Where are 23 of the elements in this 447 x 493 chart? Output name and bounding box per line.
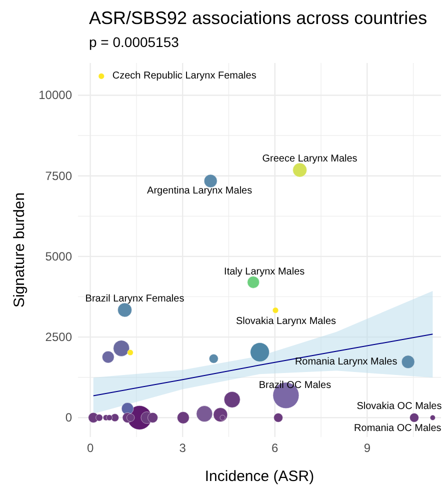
y-tick-label: 0 — [65, 410, 72, 425]
x-tick-label: 3 — [179, 441, 186, 455]
annotation: Romania Larynx Males — [294, 356, 398, 368]
x-tick-label: 0 — [86, 441, 94, 455]
annotation: Italy Larynx Males — [224, 266, 305, 278]
annotation: Slovakia Larynx Males — [236, 316, 336, 327]
y-tick-label: 10000 — [38, 88, 72, 102]
annotation: Brazil Larynx Females — [85, 293, 184, 304]
annotation: Czech Republic Larynx Females — [112, 70, 256, 82]
annotation: Slovakia OC Males — [356, 401, 442, 412]
annotation: Romania OC Males — [354, 423, 442, 434]
chart-title: ASR/SBS92 associations across countries — [89, 8, 428, 28]
y-tick-label: 2500 — [45, 330, 72, 344]
x-tick-label: 6 — [272, 441, 279, 455]
annotation: Greece Larynx Males — [262, 154, 358, 165]
chart-subtitle: p = 0.0005153 — [89, 34, 180, 50]
annotation: Argentina Larynx Males — [147, 186, 252, 197]
line-series — [92, 334, 434, 396]
y-axis-title: Signature burden — [11, 192, 28, 308]
x-tick-label: 9 — [364, 441, 371, 455]
x-axis-title: Incidence (ASR) — [204, 468, 314, 485]
y-tick-label: 5000 — [45, 249, 72, 264]
y-tick-label: 7500 — [45, 168, 72, 183]
